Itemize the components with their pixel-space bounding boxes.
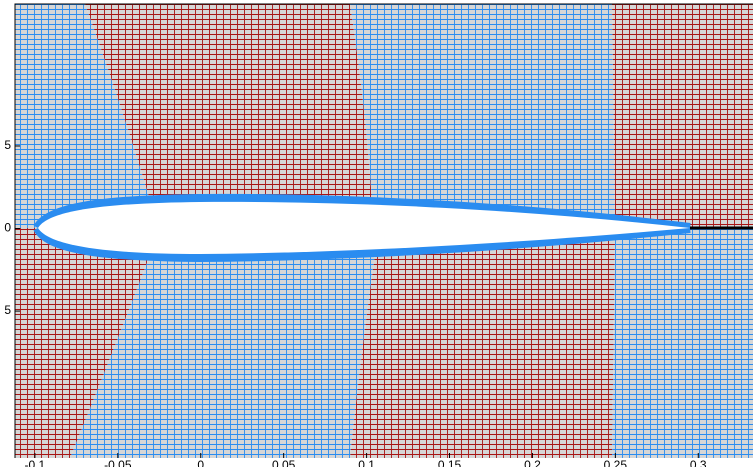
boundary-layer xyxy=(33,223,691,263)
x-tick-label: -0.1 xyxy=(25,458,46,467)
boundary-layer xyxy=(33,193,691,233)
mesh-block xyxy=(15,228,150,458)
x-tick-label: -0.05 xyxy=(104,458,132,467)
y-tick-label: 0 xyxy=(4,221,11,235)
mesh-block xyxy=(15,4,150,228)
x-tick-label: 0.25 xyxy=(604,458,628,467)
mesh-block xyxy=(350,4,615,215)
plot-frame xyxy=(14,3,753,458)
x-tick-label: 0.15 xyxy=(438,458,462,467)
airfoil xyxy=(38,201,690,254)
x-tick-label: 0.2 xyxy=(524,458,541,467)
mesh-block xyxy=(85,4,372,200)
y-tick-label: 5 xyxy=(4,138,11,152)
mesh-block xyxy=(612,4,753,228)
x-tick-label: 0 xyxy=(197,458,204,467)
x-tick-label: 0.05 xyxy=(272,458,296,467)
mesh-block xyxy=(612,228,753,458)
x-tick-label: 0.1 xyxy=(358,458,375,467)
x-tick-label: 0.3 xyxy=(690,458,707,467)
mesh-block xyxy=(70,255,375,458)
mesh xyxy=(15,4,753,458)
mesh-block xyxy=(350,240,615,458)
y-tick-label: 5 xyxy=(4,303,11,317)
